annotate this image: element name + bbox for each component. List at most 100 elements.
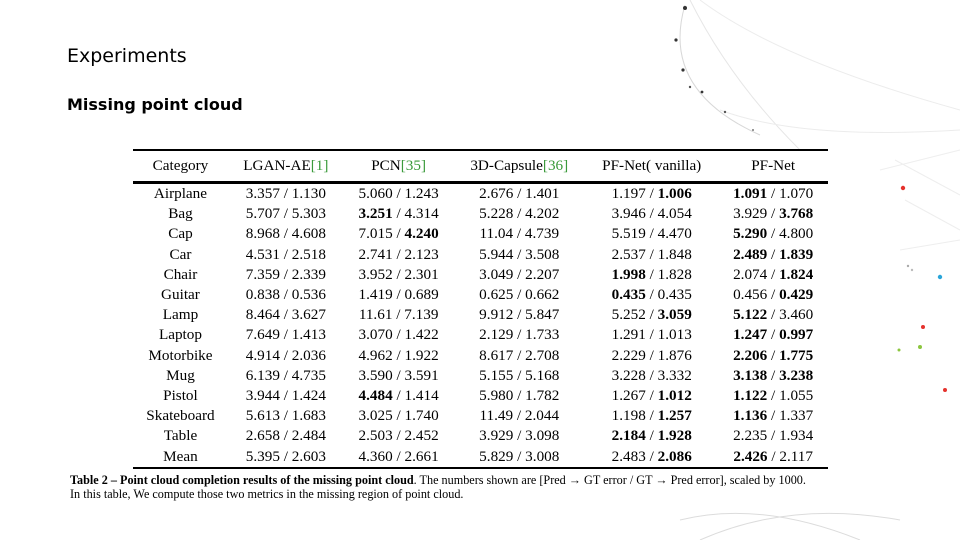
pred-to-gt-value: 5.228	[479, 205, 514, 223]
metric-cell: 3.952 / 2.301	[344, 265, 454, 285]
table-row: Mug 6.139 / 4.735 3.590 / 3.591 5.155 / 5.1…	[133, 366, 828, 386]
gt-to-pred-value: 0.997	[779, 326, 814, 344]
category-cell: Chair	[163, 265, 198, 283]
citation-ref: [1]	[310, 156, 329, 174]
metric-cell: 2.676 / 1.401	[453, 184, 585, 205]
metric-cell: 1.291 / 1.013	[585, 325, 718, 345]
pred-to-gt-value: 5.122	[733, 306, 768, 324]
category-cell: Mean	[163, 447, 198, 465]
pred-to-gt-value: 3.070	[358, 326, 393, 344]
value-separator: /	[513, 447, 526, 465]
metric-cell: 1.136 / 1.337	[718, 406, 828, 426]
value-separator: /	[645, 306, 658, 324]
metric-cell: 5.519 / 4.470	[585, 224, 718, 244]
metric-cell: 3.049 / 2.207	[453, 265, 585, 285]
value-separator: /	[645, 225, 658, 243]
metric-cell: 3.944 / 1.424	[228, 386, 344, 406]
column-header-name: PF-Net	[751, 156, 796, 174]
table-row: Laptop 7.649 / 1.413 3.070 / 1.422 2.129 / …	[133, 325, 828, 345]
pred-to-gt-value: 2.503	[358, 427, 393, 445]
value-separator: /	[513, 265, 526, 283]
pred-to-gt-value: 11.61	[358, 306, 393, 324]
value-separator: /	[767, 387, 780, 405]
column-header-name: PF-Net( vanilla)	[602, 156, 702, 174]
gt-to-pred-value: 1.782	[525, 387, 560, 405]
pred-to-gt-value: 3.952	[358, 265, 393, 283]
pred-to-gt-value: 1.419	[358, 286, 393, 304]
metric-cell: 9.912 / 5.847	[453, 305, 585, 325]
pred-to-gt-value: 2.426	[733, 447, 768, 465]
metric-cell: 1.998 / 1.828	[585, 265, 718, 285]
gt-to-pred-value: 1.401	[525, 185, 560, 202]
table-row: Car 4.531 / 2.518 2.741 / 2.123 5.944 / 3.5…	[133, 245, 828, 265]
gt-to-pred-value: 1.934	[779, 427, 814, 445]
metric-cell: 2.426 / 2.117	[718, 447, 828, 468]
gt-to-pred-value: 5.847	[525, 306, 560, 324]
metric-cell: 1.419 / 0.689	[344, 285, 454, 305]
pred-to-gt-value: 0.625	[479, 286, 514, 304]
value-separator: /	[392, 387, 405, 405]
value-separator: /	[645, 407, 658, 425]
pred-to-gt-value: 3.357	[245, 185, 280, 202]
value-separator: /	[767, 185, 780, 202]
gt-to-pred-value: 2.086	[657, 447, 692, 465]
gt-to-pred-value: 3.627	[291, 306, 326, 324]
table-row: Guitar 0.838 / 0.536 1.419 / 0.689 0.625 / …	[133, 285, 828, 305]
metric-cell: 0.435 / 0.435	[585, 285, 718, 305]
value-separator: /	[767, 427, 780, 445]
value-separator: /	[645, 265, 658, 283]
metric-cell: 3.228 / 3.332	[585, 366, 718, 386]
value-separator: /	[645, 427, 658, 445]
gt-to-pred-value: 4.608	[291, 225, 326, 243]
metric-cell: 5.122 / 3.460	[718, 305, 828, 325]
metric-cell: 2.184 / 1.928	[585, 426, 718, 446]
value-separator: /	[513, 306, 526, 324]
gt-to-pred-value: 1.828	[657, 265, 692, 283]
column-header-name: LGAN-AE	[243, 156, 311, 174]
value-separator: /	[513, 427, 526, 445]
metric-cell: 5.060 / 1.243	[344, 184, 454, 205]
column-header-name: 3D-Capsule	[470, 156, 543, 174]
citation-ref: [35]	[400, 156, 427, 174]
metric-cell: 3.070 / 1.422	[344, 325, 454, 345]
gt-to-pred-value: 2.484	[291, 427, 326, 445]
gt-to-pred-value: 2.661	[404, 447, 439, 465]
pred-to-gt-value: 5.944	[479, 245, 514, 263]
metric-cell: 5.395 / 2.603	[228, 447, 344, 468]
table-row: Bag 5.707 / 5.303 3.251 / 4.314 5.228 / 4.2…	[133, 204, 828, 224]
gt-to-pred-value: 2.207	[525, 265, 560, 283]
slide-subtitle: Missing point cloud	[67, 95, 243, 114]
pred-to-gt-value: 5.980	[479, 387, 514, 405]
metric-cell: 3.590 / 3.591	[344, 366, 454, 386]
metric-cell: 2.658 / 2.484	[228, 426, 344, 446]
pred-to-gt-value: 2.184	[611, 427, 646, 445]
metric-cell: 3.929 / 3.098	[453, 426, 585, 446]
gt-to-pred-value: 4.800	[779, 225, 814, 243]
gt-to-pred-value: 4.470	[657, 225, 692, 243]
value-separator: /	[279, 245, 292, 263]
value-separator: /	[392, 265, 405, 283]
metric-cell: 4.360 / 2.661	[344, 447, 454, 468]
column-header: PF-Net	[718, 150, 828, 182]
value-separator: /	[513, 205, 526, 223]
value-separator: /	[513, 387, 526, 405]
pred-to-gt-value: 2.537	[611, 245, 646, 263]
gt-to-pred-value: 2.123	[404, 245, 439, 263]
gt-to-pred-value: 5.168	[525, 366, 560, 384]
value-separator: /	[767, 447, 780, 465]
category-cell: Pistol	[163, 387, 198, 405]
table-row: Cap 8.968 / 4.608 7.015 / 4.240 11.04 / 4.7…	[133, 224, 828, 244]
pred-to-gt-value: 3.929	[733, 205, 768, 223]
column-header: Category	[133, 150, 228, 182]
value-separator: /	[279, 286, 292, 304]
metric-cell: 1.267 / 1.012	[585, 386, 718, 406]
gt-to-pred-value: 4.739	[524, 225, 560, 243]
category-cell: Cap	[168, 225, 193, 243]
pred-to-gt-value: 1.291	[611, 326, 646, 344]
pred-to-gt-value: 2.129	[479, 326, 514, 344]
pred-to-gt-value: 9.912	[479, 306, 514, 324]
value-separator: /	[279, 306, 292, 324]
value-separator: /	[279, 265, 292, 283]
metric-cell: 4.914 / 2.036	[228, 346, 344, 366]
pred-to-gt-value: 8.617	[479, 346, 514, 364]
